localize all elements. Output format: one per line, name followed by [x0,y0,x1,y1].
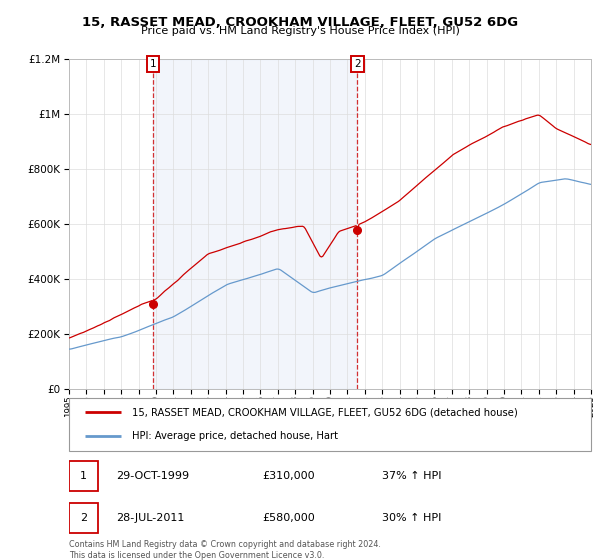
Bar [153,59,358,389]
Text: 37% ↑ HPI: 37% ↑ HPI [382,471,442,481]
Text: 1: 1 [80,471,87,481]
Text: 15, RASSET MEAD, CROOKHAM VILLAGE, FLEET, GU52 6DG: 15, RASSET MEAD, CROOKHAM VILLAGE, FLEET… [82,16,518,29]
Text: HPI: Average price, detached house, Hart: HPI: Average price, detached house, Hart [131,431,338,441]
Text: Price paid vs. HM Land Registry's House Price Index (HPI): Price paid vs. HM Land Registry's House … [140,26,460,36]
Text: Contains HM Land Registry data © Crown copyright and database right 2024.
This d: Contains HM Land Registry data © Crown c… [69,540,381,560]
Text: 2: 2 [354,59,361,69]
FancyBboxPatch shape [69,461,98,491]
Text: 1: 1 [150,59,157,69]
Text: £580,000: £580,000 [262,513,315,523]
FancyBboxPatch shape [69,503,98,533]
Text: 2: 2 [80,513,87,523]
Text: 28-JUL-2011: 28-JUL-2011 [116,513,184,523]
FancyBboxPatch shape [69,398,591,451]
Text: £310,000: £310,000 [262,471,315,481]
Text: 29-OCT-1999: 29-OCT-1999 [116,471,189,481]
Text: 30% ↑ HPI: 30% ↑ HPI [382,513,442,523]
Text: 15, RASSET MEAD, CROOKHAM VILLAGE, FLEET, GU52 6DG (detached house): 15, RASSET MEAD, CROOKHAM VILLAGE, FLEET… [131,408,517,418]
